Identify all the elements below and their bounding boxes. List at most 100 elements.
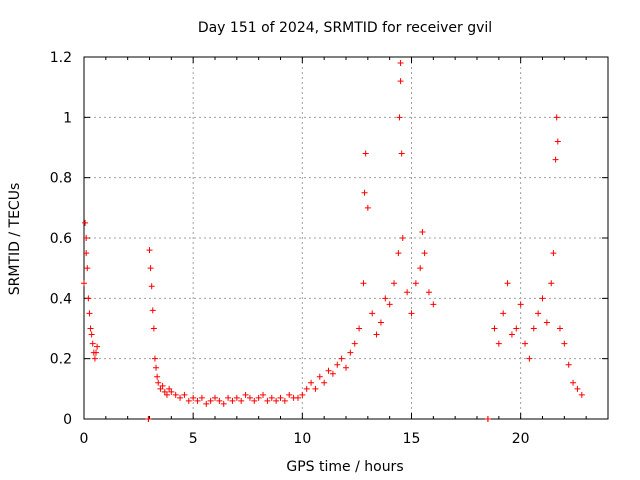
data-point: [264, 397, 271, 404]
data-point: [89, 340, 96, 347]
data-point: [425, 289, 432, 296]
data-point: [198, 394, 205, 401]
data-point: [316, 373, 323, 380]
data-point: [246, 394, 253, 401]
data-point: [203, 400, 210, 407]
data-point: [343, 364, 349, 371]
data-point: [146, 247, 153, 254]
data-point: [530, 325, 537, 332]
data-point: [513, 325, 520, 332]
data-point: [163, 391, 170, 398]
data-point: [356, 325, 363, 332]
data-point: [84, 265, 91, 272]
tick-labels: 0 5 10 15 20 0 0.2 0.4 0.6 0.8 1 1.2: [50, 50, 530, 447]
data-point: [500, 310, 507, 317]
data-point: [277, 394, 284, 401]
data-point: [421, 250, 428, 257]
data-point: [238, 397, 245, 404]
data-point: [382, 295, 389, 302]
data-point: [242, 391, 249, 398]
data-point: [386, 301, 393, 308]
data-point: [281, 397, 288, 404]
data-point: [185, 397, 192, 404]
data-point: [308, 379, 315, 386]
data-point: [194, 397, 201, 404]
y-tick-label: 0.8: [50, 171, 72, 187]
data-point: [362, 150, 369, 157]
data-point: [148, 283, 155, 290]
data-point: [94, 343, 101, 350]
data-points: [81, 60, 585, 422]
data-point: [377, 319, 384, 326]
x-tick-label: 20: [512, 431, 530, 447]
data-point: [251, 397, 258, 404]
data-point: [369, 310, 376, 317]
data-point: [207, 397, 214, 404]
y-tick-label: 0: [63, 412, 72, 428]
data-point: [190, 394, 197, 401]
data-point: [303, 385, 310, 392]
data-point: [552, 156, 559, 163]
data-point: [347, 349, 354, 356]
data-point: [88, 331, 95, 338]
gridlines: [84, 57, 608, 419]
data-point: [268, 394, 275, 401]
data-point: [86, 310, 93, 317]
y-tick-label: 0.2: [50, 352, 72, 368]
y-axis-label: SRMTID / TECUs: [7, 183, 23, 296]
data-point: [398, 150, 405, 157]
y-tick-label: 1: [63, 110, 72, 126]
data-point: [578, 391, 585, 398]
data-point: [391, 280, 398, 287]
data-point: [565, 361, 572, 368]
data-point: [360, 280, 367, 287]
data-point: [93, 349, 100, 356]
data-point: [177, 394, 184, 401]
data-point: [404, 289, 411, 296]
data-point: [396, 114, 403, 121]
data-point: [159, 382, 166, 389]
data-point: [153, 364, 160, 371]
data-point: [334, 361, 341, 368]
data-point: [321, 379, 328, 386]
data-point: [338, 355, 345, 362]
data-point: [233, 394, 240, 401]
data-point: [570, 379, 577, 386]
data-point: [260, 391, 267, 398]
data-point: [408, 310, 415, 317]
data-point: [548, 280, 555, 287]
data-point: [181, 391, 188, 398]
data-point: [526, 355, 533, 362]
data-point: [364, 204, 371, 211]
data-point: [157, 385, 164, 392]
data-point: [82, 219, 89, 226]
data-point: [417, 265, 424, 272]
data-point: [155, 379, 162, 386]
data-point: [561, 340, 568, 347]
data-point: [83, 250, 90, 257]
data-point: [517, 301, 524, 308]
data-point: [145, 416, 152, 422]
data-point: [273, 397, 280, 404]
data-point: [495, 340, 502, 347]
x-tick-label: 15: [403, 431, 421, 447]
data-point: [255, 394, 262, 401]
data-point: [225, 394, 232, 401]
data-point: [556, 325, 563, 332]
data-point: [149, 307, 156, 314]
data-point: [329, 370, 336, 377]
x-tick-label: 10: [293, 431, 311, 447]
data-point: [325, 367, 332, 374]
data-point: [504, 280, 511, 287]
data-point: [574, 385, 581, 392]
y-tick-label: 0.4: [50, 291, 72, 307]
data-point: [535, 310, 542, 317]
data-point: [212, 394, 218, 401]
data-point: [168, 388, 175, 395]
data-point: [361, 189, 368, 196]
data-point: [312, 385, 319, 392]
data-point: [87, 325, 94, 332]
data-point: [220, 400, 227, 407]
data-point: [554, 138, 561, 145]
data-point: [151, 355, 158, 362]
